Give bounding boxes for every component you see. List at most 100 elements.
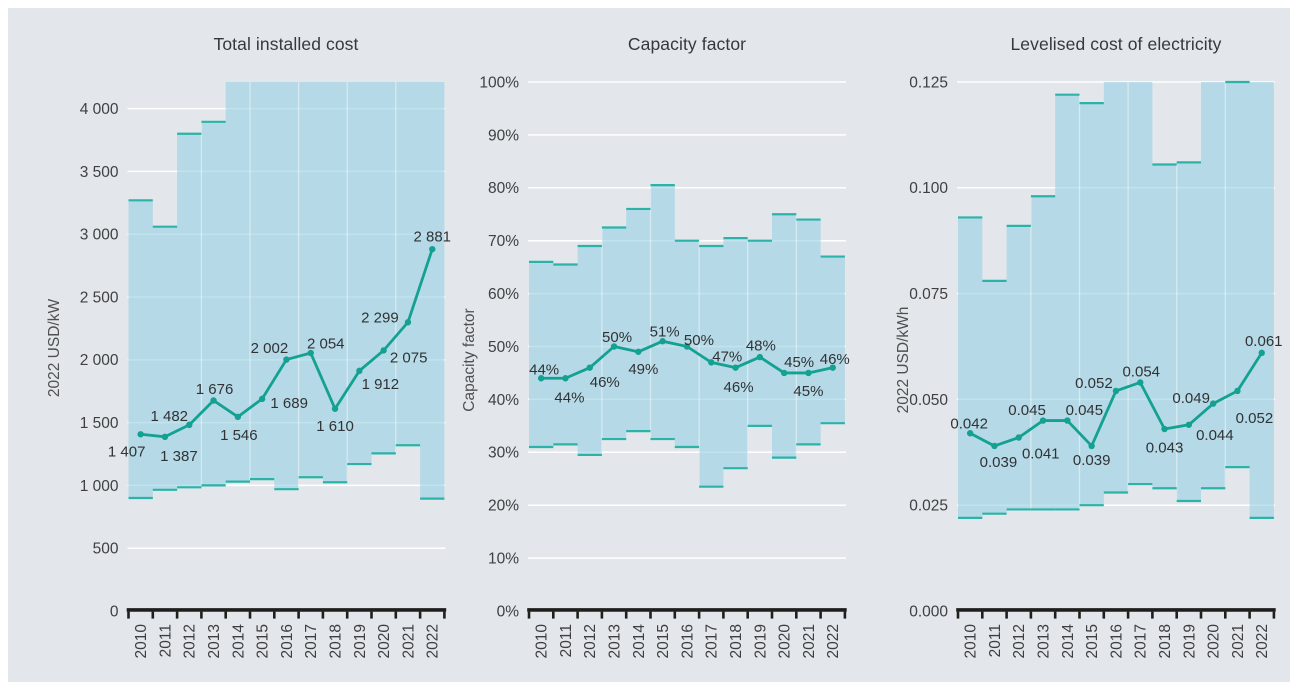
panel-1: 44%44%46%50%49%51% 50%47%46%48%45%45%46% 0…: [479, 74, 849, 658]
y-tick-label: 0.100: [909, 180, 948, 197]
value-label: 2 002: [251, 340, 289, 357]
year-label: 2020: [777, 624, 794, 659]
year-label: 2018: [1157, 624, 1174, 658]
data-point: [1112, 387, 1120, 395]
chart-card: 1 407 1 387 1 482 1 676 1 546 1 689 2 002 2 054…: [8, 8, 1290, 682]
data-point: [429, 245, 436, 253]
value-label: 1 546: [220, 427, 258, 444]
value-label: 0.039: [1073, 452, 1111, 469]
year-label: 2017: [303, 624, 320, 658]
value-label: 0.049: [1172, 390, 1210, 407]
year-label: 2010: [534, 624, 551, 659]
value-label: 49%: [628, 361, 658, 378]
y-tick-labels: 0% 10% 20% 30% 40% 50% 60% 70% 80% 90% 100%: [479, 74, 519, 620]
y-tick-label: 10%: [488, 551, 519, 568]
y-tick-label: 60%: [488, 286, 519, 303]
y-tick-label: 20%: [488, 498, 519, 515]
year-label: 2021: [801, 624, 818, 658]
data-point: [708, 359, 715, 366]
year-label: 2011: [987, 624, 1004, 657]
markers: [966, 349, 1265, 450]
year-label: 2018: [728, 624, 745, 658]
data-point: [1185, 421, 1193, 428]
y-tick-label: 3 000: [80, 227, 119, 244]
markers: [537, 338, 836, 382]
y-tick-label: 0: [110, 603, 119, 620]
year-label: 2022: [425, 624, 442, 658]
data-point: [732, 364, 739, 371]
y-tick-label: 1 000: [80, 478, 119, 495]
year-label: 2017: [704, 624, 721, 658]
year-label: 2019: [752, 624, 769, 658]
y-tick-label: 30%: [488, 445, 519, 462]
value-label: 0.039: [980, 454, 1018, 471]
column-separators: [200, 82, 397, 499]
year-label: 2012: [582, 624, 599, 658]
y-tick-label: 1 500: [80, 415, 119, 432]
y-tick-label: 0%: [497, 603, 520, 620]
value-label: 0.043: [1146, 439, 1184, 456]
data-point: [966, 430, 974, 437]
range-band: [128, 82, 445, 499]
y-tick-labels: 0 500 1 000 1 500 2 000 2 500 3 000 3 500 4 000: [80, 101, 119, 620]
year-label: 2016: [279, 624, 296, 658]
y-tick-label: 40%: [488, 392, 519, 409]
value-label: 2 881: [413, 228, 451, 245]
data-point: [404, 319, 412, 326]
value-label: 47%: [712, 349, 742, 366]
data-point: [610, 343, 618, 350]
year-label: 2010: [963, 624, 980, 659]
y-tick-label: 50%: [488, 339, 519, 356]
value-label: 0.061: [1245, 333, 1283, 350]
year-label: 2020: [1206, 624, 1223, 659]
value-label: 1 676: [196, 381, 234, 398]
year-label: 2013: [206, 624, 223, 658]
value-label: 45%: [793, 383, 823, 400]
x-axis: [527, 608, 847, 619]
year-label: 2015: [255, 624, 272, 658]
value-label: 0.041: [1022, 446, 1060, 463]
value-label: 1 610: [316, 418, 354, 435]
data-point: [756, 353, 764, 361]
y-axis-title-capacity-factor: Capacity factor: [461, 308, 478, 412]
value-label: 0.045: [1008, 402, 1046, 419]
y-tick-label: 4 000: [80, 101, 119, 118]
band-edges: [529, 184, 845, 488]
data-point: [537, 375, 545, 382]
data-point: [161, 433, 169, 441]
data-point: [186, 421, 193, 429]
data-point: [307, 349, 314, 357]
year-label: 2013: [606, 624, 623, 658]
x-axis: [126, 608, 447, 619]
y-tick-label: 70%: [488, 233, 519, 250]
data-point: [331, 405, 339, 412]
y-axis-title-usd-per-kw: 2022 USD/kW: [46, 298, 63, 398]
value-label: 0.044: [1196, 427, 1234, 444]
data-point: [1234, 387, 1241, 395]
panel-title-capacity-factor: Capacity factor: [627, 34, 747, 54]
year-label: 2015: [1084, 624, 1101, 658]
year-label: 2014: [230, 624, 247, 659]
year-label: 2012: [1011, 624, 1028, 658]
year-labels: 2010 2011 2012 2013 2014 2015 2016 2017 2018 2019…: [963, 624, 1272, 659]
data-point: [659, 338, 666, 345]
year-label: 2014: [631, 624, 648, 659]
value-labels: 44%44%46%50%49%51% 50%47%46%48%45%45%46%: [529, 323, 850, 406]
data-point: [258, 395, 266, 403]
y-tick-label: 2 000: [80, 352, 119, 369]
year-label: 2016: [679, 624, 696, 658]
y-axis-title-usd-per-kwh: 2022 USD/kWh: [895, 306, 912, 414]
year-label: 2021: [400, 624, 417, 658]
data-point: [137, 431, 144, 438]
data-point: [380, 347, 387, 354]
y-tick-label: 0.075: [909, 286, 948, 303]
y-tick-label: 0.025: [909, 498, 948, 515]
y-tick-label: 90%: [488, 127, 519, 144]
data-point: [283, 356, 290, 363]
year-label: 2013: [1035, 624, 1052, 658]
data-point: [780, 369, 788, 377]
year-label: 2019: [352, 624, 369, 658]
value-label: 0.045: [1066, 402, 1104, 419]
